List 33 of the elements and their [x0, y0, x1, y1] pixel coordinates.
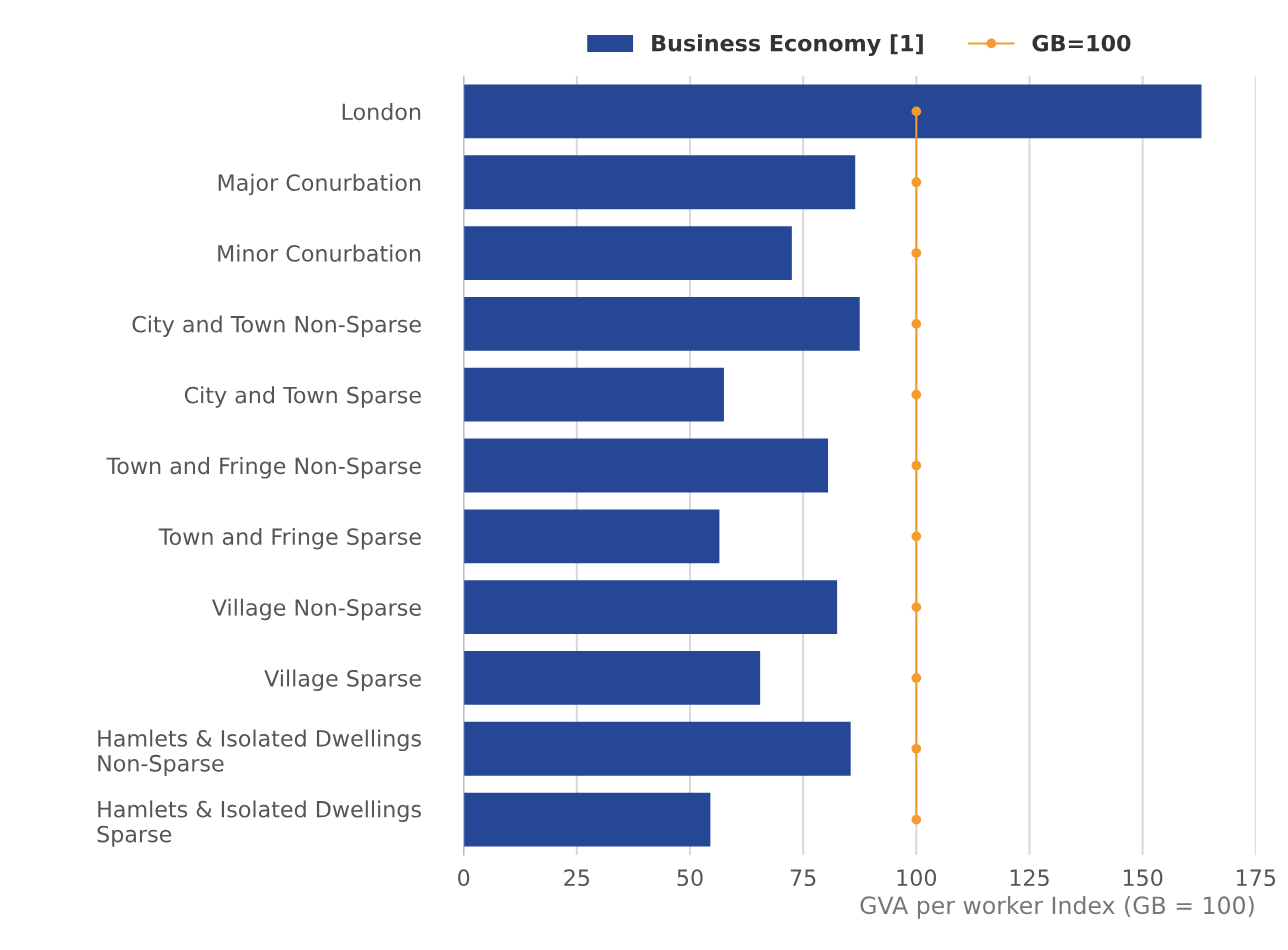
x-tick-label: 75 [790, 869, 816, 887]
y-tick-label: City and Town Non-Sparse [132, 315, 421, 337]
bar [463, 651, 761, 705]
bar [463, 367, 724, 422]
bar [463, 792, 711, 847]
legend-label: GB=100 [1032, 34, 1131, 52]
x-tick-label: 175 [1237, 869, 1276, 887]
x-tick-label: 125 [1010, 869, 1049, 887]
y-tick-label: Village Non-Sparse [211, 598, 421, 621]
bar [463, 155, 856, 210]
x-tick-label: 150 [1123, 869, 1163, 887]
y-tick-label: Hamlets & Isolated Dwellings Sparse [97, 800, 421, 847]
x-tick-label: 100 [897, 869, 937, 887]
x-axis-title: GVA per worker Index (GB = 100) [860, 895, 1254, 919]
y-tick-label: Village Sparse [264, 669, 421, 692]
bar [463, 84, 1202, 139]
y-tick-label: Minor Conurbation [218, 244, 421, 262]
y-tick-label: London [342, 102, 421, 121]
bar [463, 580, 838, 635]
bar [463, 721, 851, 776]
legend-label: Business Economy [1] [652, 34, 923, 56]
y-tick-label: Major Conurbation [218, 173, 421, 196]
bar [463, 438, 829, 493]
x-tick-label: 0 [458, 869, 470, 887]
y-tick-label: Town and Fringe Non-Sparse [106, 457, 421, 479]
x-tick-label: 25 [564, 869, 590, 887]
bar [463, 509, 720, 564]
bar [463, 226, 792, 280]
x-tick-label: 50 [677, 869, 703, 887]
y-tick-label: Town and Fringe Sparse [158, 527, 421, 550]
bar [463, 296, 860, 351]
y-tick-label: City and Town Sparse [184, 386, 421, 408]
y-tick-label: Hamlets & Isolated Dwellings Non-Sparse [98, 729, 421, 776]
